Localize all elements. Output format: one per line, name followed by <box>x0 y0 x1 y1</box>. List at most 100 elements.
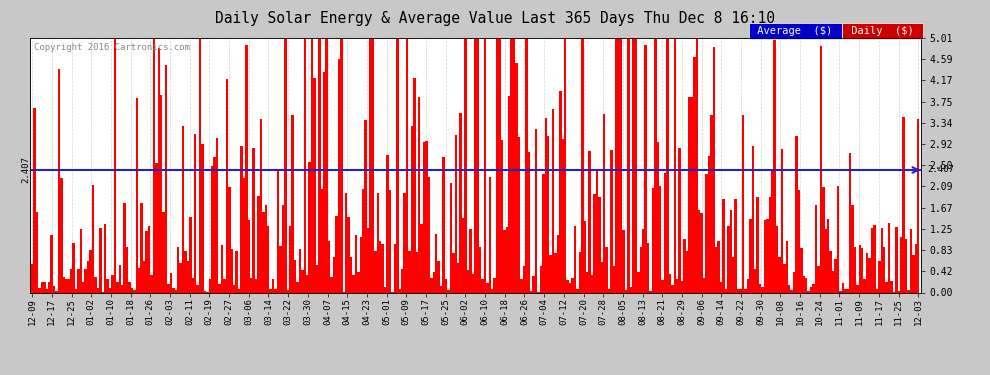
Bar <box>435 234 438 292</box>
Text: 2.407: 2.407 <box>22 156 31 183</box>
Bar <box>890 281 893 292</box>
Bar <box>642 229 644 292</box>
Bar <box>554 253 556 292</box>
Bar <box>681 281 683 292</box>
Bar <box>728 226 730 292</box>
Bar <box>822 187 825 292</box>
Bar <box>323 72 326 292</box>
Bar <box>608 289 610 292</box>
Bar <box>798 190 800 292</box>
Bar <box>457 263 459 292</box>
Bar <box>284 38 286 292</box>
Bar <box>817 266 820 292</box>
Bar <box>518 137 520 292</box>
Bar <box>177 247 179 292</box>
Bar <box>146 231 148 292</box>
Bar <box>756 197 758 292</box>
Bar <box>189 217 192 292</box>
Bar <box>34 108 36 292</box>
Bar <box>915 244 917 292</box>
Bar <box>895 227 898 292</box>
Bar <box>124 203 126 292</box>
Bar <box>737 289 740 292</box>
Bar <box>649 291 651 292</box>
Bar <box>481 279 484 292</box>
Bar <box>883 247 885 292</box>
Bar <box>318 38 321 292</box>
Bar <box>808 291 810 292</box>
Bar <box>873 225 876 292</box>
Bar <box>138 268 141 292</box>
Bar <box>461 218 464 292</box>
Bar <box>535 129 538 292</box>
Bar <box>376 193 379 292</box>
Bar <box>773 38 776 292</box>
Bar <box>296 282 299 292</box>
Bar <box>853 247 856 292</box>
Bar <box>62 277 65 292</box>
Bar <box>673 38 676 292</box>
Bar <box>74 290 77 292</box>
Bar <box>136 98 138 292</box>
Bar <box>349 257 352 292</box>
Bar <box>223 279 226 292</box>
Bar <box>530 291 533 292</box>
Bar <box>686 251 688 292</box>
Bar <box>506 227 508 292</box>
Bar <box>654 38 656 292</box>
Bar <box>84 269 87 292</box>
Bar <box>830 251 832 292</box>
Bar <box>758 284 761 292</box>
Bar <box>126 247 129 292</box>
Bar <box>815 205 817 292</box>
Bar <box>561 139 564 292</box>
Text: Average  (\$): Average (\$) <box>751 26 839 36</box>
Bar <box>111 275 114 292</box>
Bar <box>846 290 848 292</box>
Bar <box>813 284 815 292</box>
Bar <box>496 38 498 292</box>
Bar <box>403 193 406 292</box>
Bar <box>374 251 376 292</box>
Bar <box>903 117 905 292</box>
Bar <box>630 286 633 292</box>
Bar <box>623 230 625 292</box>
Bar <box>262 212 264 292</box>
Bar <box>219 284 221 292</box>
Bar <box>718 241 720 292</box>
Bar <box>576 289 579 292</box>
Bar <box>89 250 92 292</box>
Bar <box>99 228 102 292</box>
Bar <box>825 229 827 292</box>
Bar <box>885 282 888 292</box>
Bar <box>209 279 211 292</box>
Bar <box>440 286 443 292</box>
Bar <box>259 119 262 292</box>
Bar <box>788 285 790 292</box>
Bar <box>696 38 698 292</box>
Bar <box>866 254 868 292</box>
Bar <box>272 279 274 292</box>
Bar <box>910 229 912 292</box>
Bar <box>169 273 172 292</box>
Bar <box>97 288 99 292</box>
Bar <box>39 288 41 292</box>
Bar <box>905 239 907 292</box>
Bar <box>291 115 294 292</box>
Bar <box>286 290 289 292</box>
Bar <box>106 279 109 292</box>
Bar <box>50 235 52 292</box>
Bar <box>347 217 349 292</box>
Bar <box>871 228 873 292</box>
Bar <box>783 264 786 292</box>
Bar <box>803 276 805 292</box>
Bar <box>94 277 97 292</box>
Bar <box>179 263 182 292</box>
Bar <box>221 245 223 292</box>
Bar <box>644 45 646 292</box>
Bar <box>331 277 333 292</box>
Bar <box>306 275 309 292</box>
Bar <box>878 261 880 292</box>
Bar <box>776 226 778 292</box>
Bar <box>371 38 374 292</box>
